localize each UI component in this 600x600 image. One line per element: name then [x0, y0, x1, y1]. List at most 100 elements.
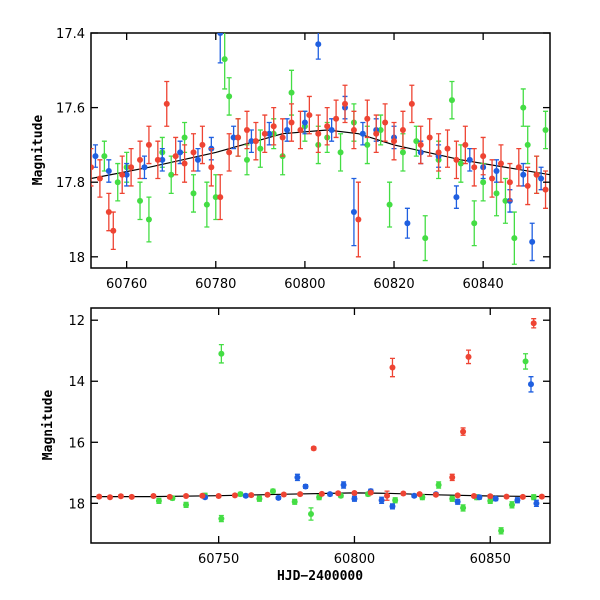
green-data-point	[487, 497, 494, 504]
green-data-point	[190, 190, 197, 197]
red-data-point	[280, 491, 287, 498]
red-data-point	[128, 493, 135, 500]
red-data-point	[400, 490, 407, 497]
red-data-point	[199, 141, 206, 148]
red-data-point	[489, 175, 496, 182]
blue-data-point	[529, 238, 536, 245]
green-data-point	[520, 104, 527, 111]
red-data-point	[542, 186, 549, 193]
red-data-point	[105, 209, 112, 216]
red-data-point	[408, 100, 415, 107]
green-data-point	[508, 501, 515, 508]
red-data-point	[530, 320, 537, 327]
blue-data-point	[411, 492, 418, 499]
green-data-point	[114, 179, 121, 186]
red-data-point	[137, 156, 144, 163]
blue-data-point	[123, 171, 130, 178]
red-data-point	[96, 493, 103, 500]
blue-data-point	[404, 220, 411, 227]
green-data-point	[243, 156, 250, 163]
green-data-point	[422, 235, 429, 242]
red-data-point	[384, 492, 391, 499]
green-data-point	[291, 498, 298, 505]
green-data-point	[530, 494, 537, 501]
blue-data-point	[177, 149, 184, 156]
x-axis-label: HJD−2400000	[277, 569, 363, 584]
green-data-point	[522, 358, 529, 365]
green-data-point	[212, 194, 219, 201]
red-data-point	[355, 216, 362, 223]
blue-data-point	[350, 209, 357, 216]
blue-data-point	[302, 483, 309, 490]
green-data-point	[218, 350, 225, 357]
blue-data-point	[533, 500, 540, 507]
red-data-point	[297, 126, 304, 133]
red-data-point	[454, 492, 461, 499]
blue-data-point	[284, 126, 291, 133]
green-data-point	[460, 504, 467, 511]
red-data-point	[306, 112, 313, 119]
red-data-point	[449, 474, 456, 481]
green-data-point	[435, 482, 442, 489]
y-tick-label: 17.8	[56, 176, 85, 191]
red-data-point	[110, 227, 117, 234]
y-tick-label: 17.6	[56, 102, 85, 117]
bottom-axis-ticks: 60750 60800 60850 12 14 16 18	[68, 308, 550, 567]
red-data-point	[252, 138, 259, 145]
green-data-point	[203, 201, 210, 208]
red-data-point	[235, 134, 242, 141]
red-data-point	[318, 490, 325, 497]
x-tick-label: 60750	[198, 552, 239, 567]
blue-data-point	[476, 494, 483, 501]
green-data-point	[221, 56, 228, 63]
red-data-point	[310, 445, 317, 452]
red-data-point	[217, 194, 224, 201]
green-data-point	[101, 153, 108, 160]
blue-data-point	[327, 491, 334, 498]
green-data-point	[145, 216, 152, 223]
green-data-point	[183, 501, 190, 508]
y-tick-label: 18	[68, 251, 85, 266]
red-data-point	[432, 491, 439, 498]
green-data-point	[155, 497, 162, 504]
green-data-point	[181, 134, 188, 141]
green-data-point	[502, 197, 509, 204]
red-data-point	[480, 153, 487, 160]
green-data-point	[218, 515, 225, 522]
red-data-point	[270, 123, 277, 130]
red-data-point	[150, 493, 157, 499]
red-data-point	[538, 493, 545, 500]
green-data-point	[480, 179, 487, 186]
red-data-point	[128, 164, 135, 171]
blue-data-point	[389, 503, 396, 510]
red-data-point	[533, 171, 540, 178]
green-data-point	[448, 97, 455, 104]
green-data-point	[457, 160, 464, 167]
blue-data-point	[340, 482, 347, 489]
red-data-point	[417, 141, 424, 148]
red-data-point	[315, 130, 322, 137]
x-tick-label: 60850	[470, 552, 511, 567]
bottom-data-marks	[91, 318, 550, 535]
green-data-point	[471, 220, 478, 227]
red-data-point	[248, 492, 255, 499]
x-tick-label: 60820	[373, 277, 414, 292]
blue-data-point	[230, 134, 237, 141]
green-data-point	[498, 527, 505, 534]
top-plot-frame	[90, 32, 551, 269]
blue-data-point	[378, 497, 385, 504]
green-data-point	[493, 190, 500, 197]
red-data-point	[208, 164, 215, 171]
red-data-point	[145, 141, 152, 148]
blue-data-point	[492, 495, 499, 502]
x-tick-label: 60800	[284, 277, 325, 292]
red-data-point	[416, 491, 423, 498]
blue-data-point	[141, 164, 148, 171]
red-data-point	[181, 160, 188, 167]
red-data-point	[297, 491, 304, 498]
red-data-point	[435, 149, 442, 156]
blue-data-point	[194, 156, 201, 163]
green-data-point	[257, 145, 264, 152]
green-data-point	[288, 89, 295, 96]
top-panel: 60760 60780 60800 60820 6084017.417.617.818 …	[31, 27, 551, 292]
